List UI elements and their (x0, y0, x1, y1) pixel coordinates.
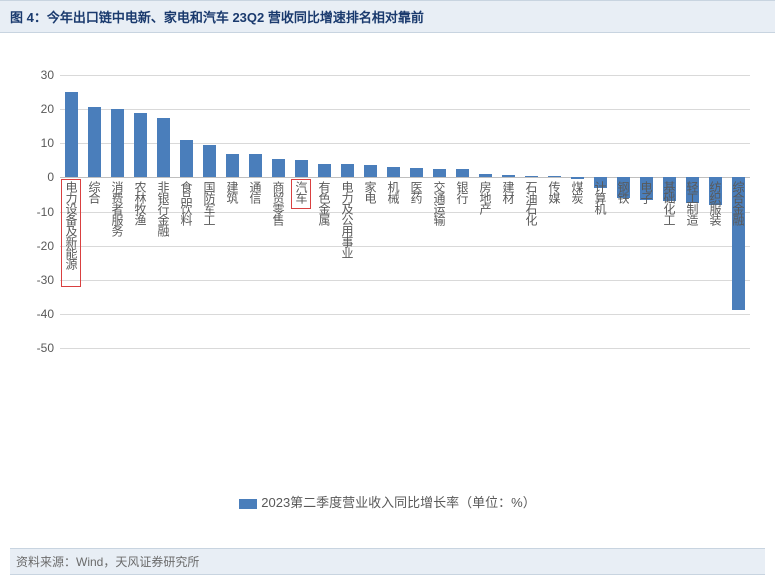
x-category-label: 房地产 (477, 181, 494, 214)
y-tick-label: 30 (41, 68, 54, 82)
bar (249, 154, 262, 178)
x-category-label: 食品饮料 (178, 181, 195, 225)
bar (65, 92, 78, 177)
bar (180, 140, 193, 178)
chart-area: -50 -40 -30 -20 -10 0 10 20 30 电力设备及新能源综合消费者服务农林牧… (10, 38, 765, 533)
plot-region: -50-40-30-20-100102030电力设备及新能源综合消费者服务农林牧… (60, 58, 750, 348)
bar (502, 175, 515, 178)
x-category-label: 电子 (638, 181, 655, 203)
x-category-label: 石油石化 (523, 181, 540, 225)
x-category-label: 电力设备及新能源 (63, 181, 80, 269)
gridline (60, 314, 750, 315)
x-category-label: 纺织服装 (707, 181, 724, 225)
bar (134, 113, 147, 178)
gridline (60, 109, 750, 110)
legend-swatch (239, 499, 257, 509)
x-category-label: 综合金融 (730, 181, 747, 225)
y-tick-label: -40 (37, 307, 54, 321)
y-tick-label: 10 (41, 136, 54, 150)
bar (548, 176, 561, 177)
gridline (60, 75, 750, 76)
x-category-label: 传媒 (546, 181, 563, 203)
bar (341, 164, 354, 178)
gridline (60, 348, 750, 349)
x-category-label: 轻工制造 (684, 181, 701, 225)
x-category-label: 建材 (500, 181, 517, 203)
y-tick-label: 20 (41, 102, 54, 116)
bar (111, 109, 124, 177)
gridline (60, 246, 750, 247)
bar (410, 168, 423, 178)
x-category-label: 有色金属 (316, 181, 333, 225)
bar (479, 174, 492, 177)
x-category-label: 农林牧渔 (132, 181, 149, 225)
x-category-label: 消费者服务 (109, 181, 126, 236)
bar (387, 167, 400, 177)
bar (272, 159, 285, 178)
bar (203, 145, 216, 177)
bar (364, 165, 377, 177)
y-tick-label: -10 (37, 205, 54, 219)
y-tick-label: -20 (37, 239, 54, 253)
y-tick-label: -30 (37, 273, 54, 287)
bar (433, 169, 446, 178)
legend: 2023第二季度营业收入同比增长率（单位：%） (10, 492, 765, 511)
x-category-label: 非银行金融 (155, 181, 172, 236)
x-category-label: 建筑 (224, 181, 241, 203)
bar (226, 154, 239, 178)
x-category-label: 综合 (86, 181, 103, 203)
chart-title: 图 4：今年出口链中电新、家电和汽车 23Q2 营收同比增速排名相对靠前 (10, 7, 765, 26)
bar (456, 169, 469, 178)
y-tick-label: -50 (37, 341, 54, 355)
bar (525, 176, 538, 178)
x-category-label: 家电 (362, 181, 379, 203)
x-category-label: 通信 (247, 181, 264, 203)
source-footer: 资料来源：Wind，天风证券研究所 (10, 548, 765, 575)
bar (295, 160, 308, 177)
x-category-label: 煤炭 (569, 181, 586, 203)
x-category-label: 交通运输 (431, 181, 448, 225)
bar (571, 177, 584, 179)
bar (318, 164, 331, 178)
x-category-label: 商贸零售 (270, 181, 287, 225)
legend-label: 2023第二季度营业收入同比增长率（单位：%） (261, 495, 535, 510)
x-category-label: 机械 (385, 181, 402, 203)
gridline (60, 280, 750, 281)
y-tick-label: 0 (47, 170, 54, 184)
x-category-label: 银行 (454, 181, 471, 203)
x-category-label: 钢铁 (615, 181, 632, 203)
x-category-label: 基础化工 (661, 181, 678, 225)
x-category-label: 计算机 (592, 181, 609, 214)
x-category-label: 电力及公用事业 (339, 181, 356, 258)
bar (88, 107, 101, 177)
x-category-label: 汽车 (293, 181, 310, 203)
chart-title-bar: 图 4：今年出口链中电新、家电和汽车 23Q2 营收同比增速排名相对靠前 (0, 0, 775, 33)
x-category-label: 医药 (408, 181, 425, 203)
bar (157, 118, 170, 178)
x-category-label: 国防军工 (201, 181, 218, 225)
